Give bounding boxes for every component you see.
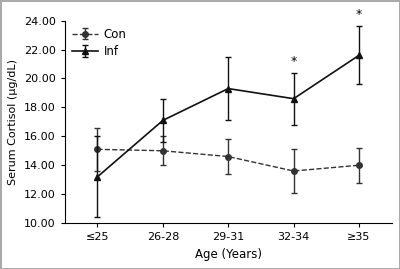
X-axis label: Age (Years): Age (Years)	[195, 248, 262, 261]
Text: *: *	[290, 55, 297, 68]
Legend: Con, Inf: Con, Inf	[67, 23, 131, 63]
Text: *: *	[356, 8, 362, 21]
Y-axis label: Serum Cortisol (µg/dL): Serum Cortisol (µg/dL)	[8, 59, 18, 185]
